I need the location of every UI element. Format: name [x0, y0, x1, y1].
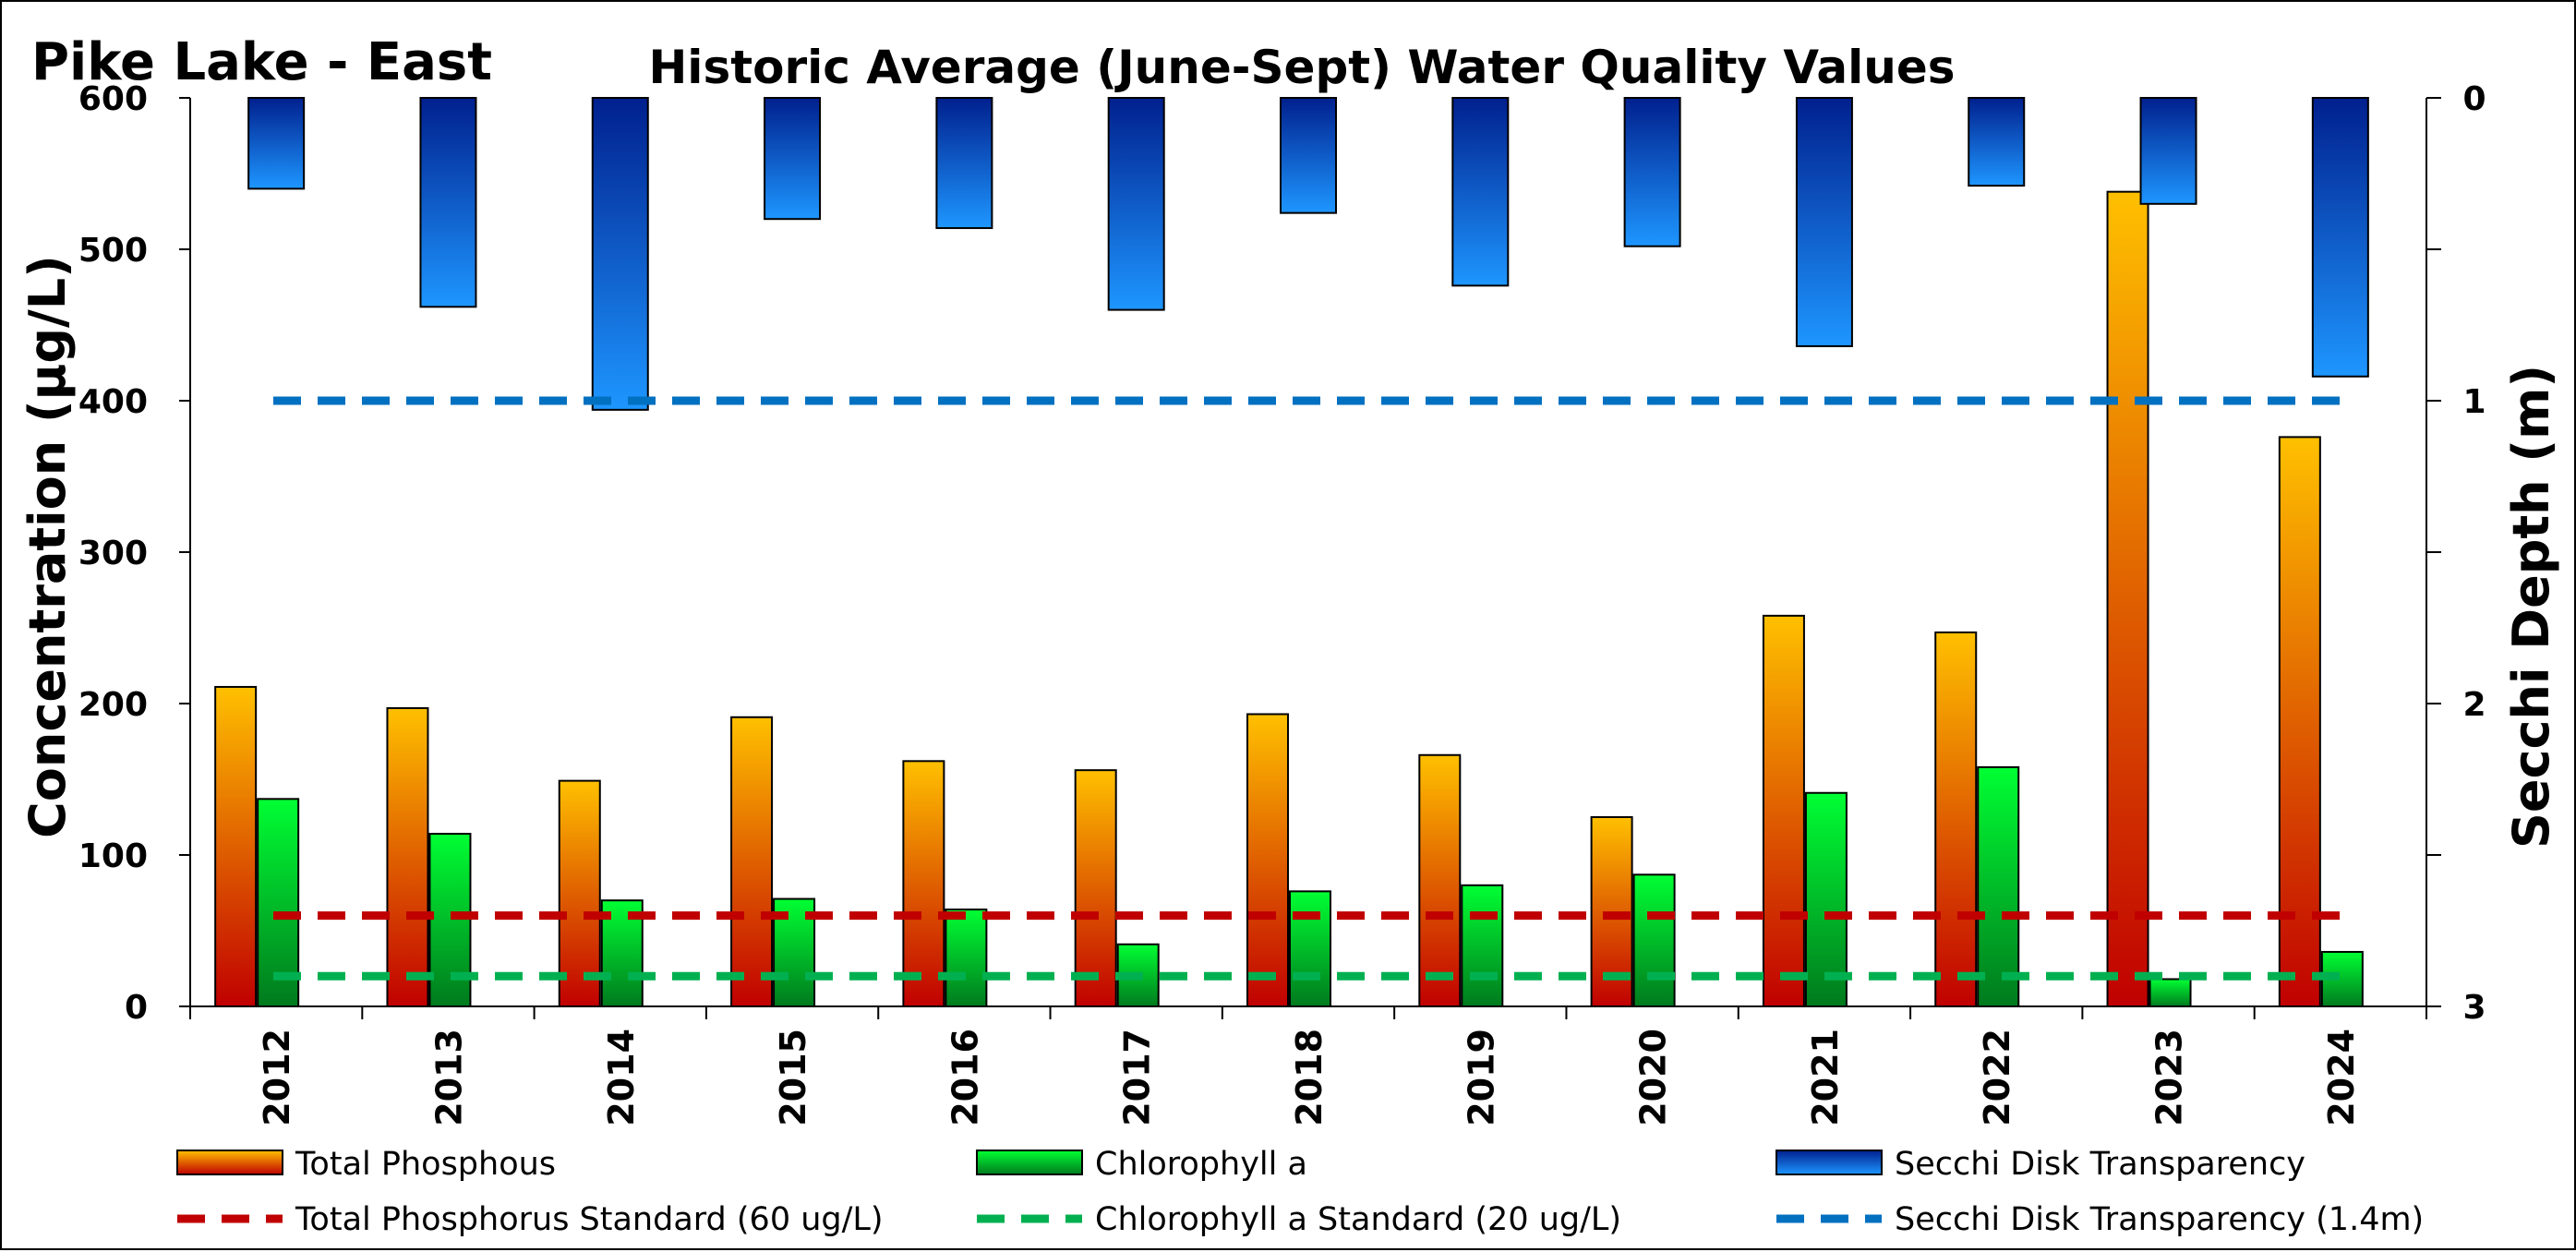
bar-total-phosphorus [1934, 631, 1978, 1007]
legend-label-total-phosphorus: Total Phosphous [295, 1146, 556, 1183]
y-axis-title: Concentration (µg/L) [18, 255, 77, 838]
y-tick-label: 300 [78, 535, 148, 572]
bar-chlorophyll [1977, 765, 2020, 1007]
bar-secchi [419, 97, 477, 308]
y2-tick-label: 0 [2462, 80, 2486, 118]
x-tick-label: 2013 [428, 1029, 469, 1126]
y-tick-label: 500 [78, 232, 148, 270]
y2-tick-label: 2 [2462, 686, 2486, 724]
legend-swatch-total-phosphorus [176, 1150, 283, 1175]
bar-secchi [2139, 97, 2197, 205]
bar-chlorophyll [257, 798, 300, 1007]
bar-secchi [764, 97, 822, 221]
x-tick-label: 2023 [2149, 1029, 2190, 1126]
y2-tick-label: 1 [2462, 383, 2486, 421]
bar-secchi [1968, 97, 2026, 187]
bar-total-phosphorus [2106, 190, 2149, 1007]
x-tick-label: 2018 [1289, 1029, 1330, 1126]
bar-chlorophyll [2149, 978, 2192, 1007]
plot-area: 0 100 200 300 400 500 600 0 1 2 3 2012 2013 2014 2015 2… [78, 80, 2486, 1126]
bar-secchi [935, 97, 993, 230]
x-tick-label: 2019 [1461, 1029, 1501, 1126]
bar-total-phosphorus [1074, 769, 1117, 1007]
y-tick-label: 200 [78, 686, 148, 724]
bar-total-phosphorus [1762, 614, 1805, 1007]
y2-axis-title: Secchi Depth (m) [2502, 365, 2560, 849]
legend-label-secchi: Secchi Disk Transparency [1895, 1146, 2305, 1183]
bar-secchi [1623, 97, 1681, 247]
legend: Total Phosphous Chlorophyll a Secchi Dis… [176, 1146, 2424, 1238]
bar-secchi [247, 97, 306, 190]
bar-total-phosphorus [1246, 713, 1289, 1007]
y2-tick-label: 3 [2462, 989, 2486, 1027]
x-tick-label: 2016 [945, 1029, 985, 1126]
x-tick-label: 2012 [257, 1029, 297, 1126]
bar-secchi [1280, 97, 1337, 214]
legend-swatch-secchi [1776, 1150, 1883, 1175]
x-tick-label: 2017 [1117, 1029, 1158, 1126]
y-tick-label: 600 [78, 80, 148, 118]
x-tick-label: 2024 [2321, 1029, 2362, 1126]
y-tick-label: 0 [125, 989, 148, 1027]
legend-label-chl-standard: Chlorophyll a Standard (20 ug/L) [1095, 1201, 1621, 1238]
y-tick-label: 100 [78, 837, 148, 875]
bar-secchi [1107, 97, 1165, 311]
legend-label-chlorophyll: Chlorophyll a [1095, 1146, 1307, 1183]
bar-total-phosphorus [386, 706, 429, 1007]
x-tick-label: 2021 [1805, 1029, 1846, 1126]
bar-secchi [2311, 97, 2369, 378]
legend-label-secchi-standard: Secchi Disk Transparency (1.4m) [1895, 1201, 2424, 1238]
bar-chlorophyll [1289, 890, 1331, 1007]
x-tick-label: 2015 [773, 1029, 813, 1126]
x-tick-label: 2014 [601, 1029, 642, 1126]
legend-swatch-chlorophyll [976, 1150, 1083, 1175]
lake-name: Pike Lake - East [31, 32, 492, 92]
bar-chlorophyll [1461, 884, 1504, 1007]
bar-chlorophyll [1632, 873, 1676, 1007]
bar-total-phosphorus [214, 685, 258, 1008]
bar-chlorophyll [1804, 791, 1848, 1008]
x-tick-label: 2020 [1633, 1029, 1674, 1126]
bar-secchi [1451, 97, 1510, 287]
bar-secchi [591, 97, 649, 411]
x-tick-label: 2022 [1977, 1029, 2017, 1126]
bar-total-phosphorus [2278, 436, 2321, 1007]
bar-total-phosphorus [558, 779, 601, 1008]
chart-title: Historic Average (June-Sept) Water Quali… [648, 41, 1955, 94]
bar-total-phosphorus [730, 716, 774, 1007]
bar-chlorophyll [945, 909, 988, 1007]
bar-total-phosphorus [1418, 753, 1462, 1007]
bar-total-phosphorus [902, 760, 945, 1007]
y-tick-label: 400 [78, 383, 148, 421]
bar-secchi [1795, 97, 1853, 347]
legend-label-tp-standard: Total Phosphorus Standard (60 ug/L) [295, 1201, 884, 1238]
bar-chlorophyll [428, 833, 472, 1007]
